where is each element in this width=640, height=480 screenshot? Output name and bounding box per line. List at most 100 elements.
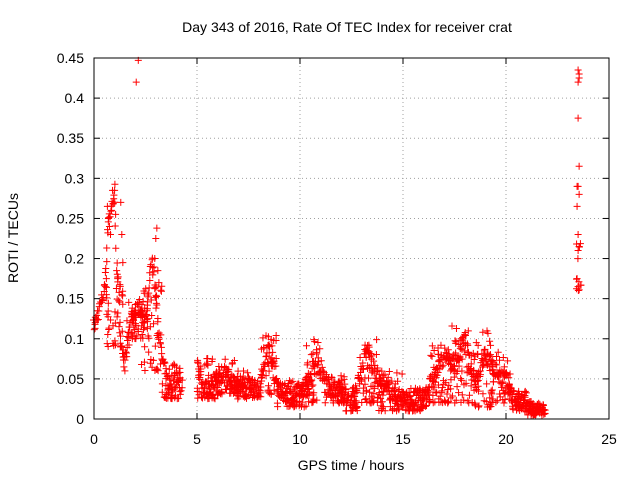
data-point <box>269 374 277 382</box>
data-point <box>118 291 126 299</box>
data-point <box>227 378 235 386</box>
data-point <box>428 342 436 350</box>
data-point <box>375 407 383 415</box>
data-point <box>267 335 275 343</box>
data-point <box>479 390 487 398</box>
data-point <box>145 348 153 356</box>
data-point <box>486 394 494 402</box>
data-point <box>166 381 174 389</box>
data-point <box>137 313 145 321</box>
data-point <box>310 357 318 365</box>
data-point <box>168 371 176 379</box>
data-point <box>516 400 524 408</box>
data-point <box>462 379 470 387</box>
data-point <box>304 369 312 377</box>
data-point <box>370 389 378 397</box>
data-point <box>458 367 466 375</box>
data-point <box>357 376 365 384</box>
data-point <box>450 351 458 359</box>
data-point <box>433 389 441 397</box>
data-point <box>308 376 316 384</box>
data-point <box>258 365 266 373</box>
data-point <box>146 323 154 331</box>
data-point <box>331 379 339 387</box>
data-point <box>153 224 161 232</box>
data-point <box>487 341 495 349</box>
data-point <box>454 356 462 364</box>
data-point <box>103 202 111 210</box>
data-point <box>575 74 583 82</box>
data-point <box>149 271 157 279</box>
data-point <box>130 326 138 334</box>
data-point <box>304 378 312 386</box>
data-point <box>483 380 491 388</box>
data-point <box>314 361 322 369</box>
data-point <box>541 409 549 417</box>
data-point <box>362 386 370 394</box>
data-point <box>113 313 121 321</box>
data-point <box>430 347 438 355</box>
data-point <box>444 399 452 407</box>
data-point <box>452 324 460 332</box>
x-tick-label: 0 <box>90 431 98 447</box>
data-point <box>292 382 300 390</box>
data-point <box>403 391 411 399</box>
data-point <box>343 396 351 404</box>
data-point <box>470 355 478 363</box>
data-point <box>575 162 583 170</box>
data-point <box>465 391 473 399</box>
data-point <box>151 255 159 263</box>
data-point <box>433 364 441 372</box>
data-point <box>319 376 327 384</box>
data-point <box>487 400 495 408</box>
data-point <box>501 395 509 403</box>
data-point <box>113 267 121 275</box>
data-point <box>111 186 119 194</box>
x-tick-label: 15 <box>395 431 411 447</box>
data-point <box>381 407 389 415</box>
data-point <box>120 363 128 371</box>
data-point <box>214 391 222 399</box>
y-tick-label: 0.2 <box>65 251 85 267</box>
data-point <box>480 360 488 368</box>
data-point <box>123 353 131 361</box>
data-point <box>133 332 141 340</box>
data-point <box>153 365 161 373</box>
data-point <box>422 384 430 392</box>
data-point <box>341 380 349 388</box>
data-point <box>337 388 345 396</box>
data-point <box>413 405 421 413</box>
data-point <box>428 352 436 360</box>
data-point <box>381 370 389 378</box>
data-point <box>268 359 276 367</box>
data-point <box>125 298 133 306</box>
data-point <box>112 210 120 218</box>
x-tick-label: 5 <box>193 431 201 447</box>
data-point <box>285 402 293 410</box>
data-point <box>264 386 272 394</box>
data-point <box>420 401 428 409</box>
data-point <box>486 337 494 345</box>
data-point <box>312 370 320 378</box>
data-point <box>335 399 343 407</box>
data-point <box>257 345 265 353</box>
data-point <box>193 384 201 392</box>
data-point <box>289 377 297 385</box>
data-point <box>318 363 326 371</box>
data-point <box>269 348 277 356</box>
data-point <box>112 284 120 292</box>
chart-title: Day 343 of 2016, Rate Of TEC Index for r… <box>182 19 512 35</box>
data-point <box>439 361 447 369</box>
data-point <box>339 384 347 392</box>
data-point <box>464 327 472 335</box>
data-point <box>150 268 158 276</box>
data-point <box>573 202 581 210</box>
data-point <box>161 359 169 367</box>
data-point <box>496 393 504 401</box>
data-point <box>241 392 249 400</box>
data-point <box>377 395 385 403</box>
data-point <box>239 367 247 375</box>
data-point <box>444 359 452 367</box>
data-point <box>342 407 350 415</box>
x-axis-title: GPS time / hours <box>298 457 405 473</box>
